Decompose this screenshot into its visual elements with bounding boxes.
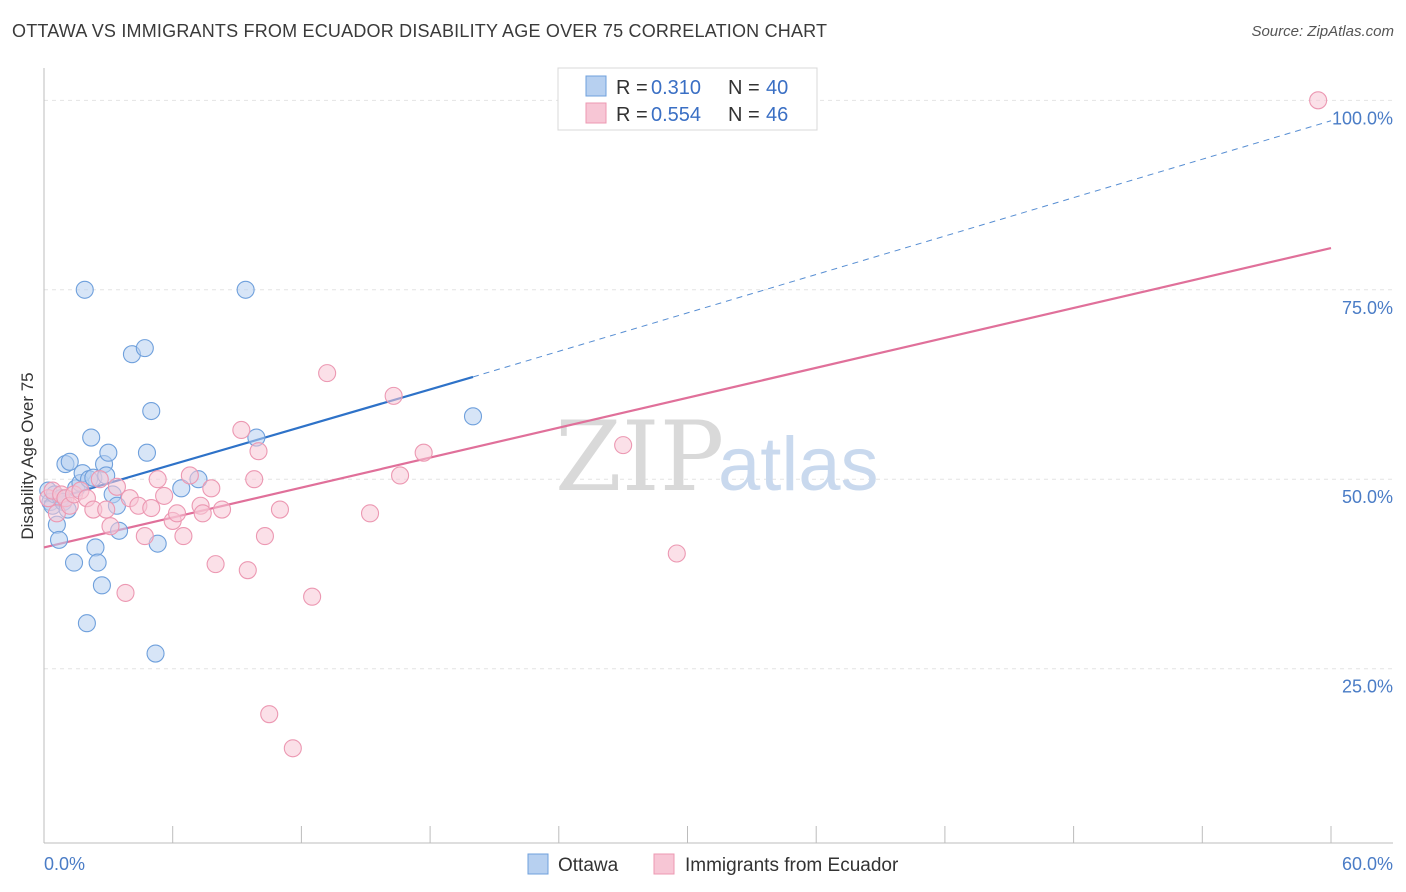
point-series-1-43 <box>414 443 433 462</box>
point-series-0-16 <box>77 614 96 633</box>
point-series-0-39 <box>463 407 483 426</box>
legend-n-value-ecuador: 46 <box>766 104 788 126</box>
point-series-1-18 <box>142 498 161 518</box>
legend-n-value-ottawa: 40 <box>766 77 788 99</box>
legend-r-label-ecuador: R = <box>616 104 648 126</box>
watermark: ZIP atlas <box>555 401 879 513</box>
point-series-0-33 <box>146 644 165 663</box>
point-series-1-34 <box>255 527 274 546</box>
watermark-zip: ZIP <box>555 401 724 513</box>
grid-lines <box>44 99 1393 670</box>
point-series-1-11 <box>97 500 116 519</box>
point-series-0-5 <box>49 530 69 549</box>
legend-r-value-ecuador: 0.554 <box>651 104 701 126</box>
point-series-0-32 <box>142 401 161 421</box>
legend-n-label-ottawa: N = <box>728 77 760 99</box>
stats-legend: R = 0.310 N = 40 R = 0.554 N = 46 <box>557 67 818 131</box>
y-tick-label-100: 100.0% <box>1332 108 1393 128</box>
legend-swatch-ecuador <box>585 102 607 124</box>
bottom-legend-swatch-ecuador <box>653 853 675 875</box>
point-series-0-10 <box>60 452 79 471</box>
point-series-1-19 <box>148 470 167 489</box>
point-series-1-39 <box>318 364 337 383</box>
point-series-1-20 <box>155 486 174 505</box>
y-tick-labels: 25.0% 50.0% 75.0% 100.0% <box>1332 108 1393 696</box>
point-series-1-17 <box>135 527 154 546</box>
point-series-1-10 <box>90 470 109 489</box>
bottom-legend-swatch-ottawa <box>527 853 549 875</box>
chart-title: OTTAWA VS IMMIGRANTS FROM ECUADOR DISABI… <box>12 21 828 41</box>
point-series-0-21 <box>88 553 107 572</box>
trend-extension-series-0 <box>472 120 1332 378</box>
point-series-1-32 <box>245 470 264 489</box>
y-tick-label-25: 25.0% <box>1342 677 1393 697</box>
bottom-legend-label-ottawa: Ottawa <box>558 855 619 876</box>
bottom-legend-label-ecuador: Immigrants from Ecuador <box>685 855 899 876</box>
point-series-1-28 <box>206 555 225 574</box>
point-series-0-37 <box>236 280 255 299</box>
point-series-1-41 <box>384 386 403 405</box>
data-points <box>39 91 1328 758</box>
legend-r-label-ottawa: R = <box>616 77 648 99</box>
point-series-1-38 <box>303 587 322 606</box>
legend-swatch-ottawa <box>585 75 607 97</box>
point-series-1-46 <box>1309 91 1328 110</box>
y-axis-label: Disability Age Over 75 <box>18 372 37 539</box>
point-series-1-26 <box>193 504 212 523</box>
point-series-0-18 <box>82 428 101 447</box>
watermark-atlas: atlas <box>718 422 879 507</box>
point-series-0-11 <box>64 553 84 572</box>
point-series-1-29 <box>212 500 232 519</box>
point-series-1-36 <box>270 500 290 519</box>
point-series-1-45 <box>667 544 686 563</box>
point-series-1-14 <box>116 583 135 602</box>
x-tick-label-min: 0.0% <box>44 854 85 874</box>
source-label: Source: ZipAtlas.com <box>1251 23 1394 40</box>
point-series-1-24 <box>180 466 199 485</box>
legend-r-value-ottawa: 0.310 <box>651 77 701 99</box>
point-series-0-25 <box>99 443 118 462</box>
point-series-0-30 <box>135 339 154 358</box>
point-series-1-40 <box>360 504 380 523</box>
point-series-1-44 <box>614 436 633 455</box>
point-series-1-37 <box>283 739 302 758</box>
point-series-1-13 <box>107 477 126 496</box>
point-series-1-22 <box>167 504 187 523</box>
point-series-1-30 <box>232 420 251 440</box>
point-series-1-31 <box>238 561 257 580</box>
point-series-0-15 <box>75 280 94 299</box>
point-series-0-35 <box>172 479 191 498</box>
point-series-0-22 <box>92 576 111 595</box>
point-series-1-35 <box>260 705 279 724</box>
legend-n-label-ecuador: N = <box>728 104 760 126</box>
y-tick-label-50: 50.0% <box>1342 487 1393 507</box>
point-series-1-27 <box>202 479 221 498</box>
x-tick-label-max: 60.0% <box>1342 854 1393 874</box>
point-series-0-31 <box>137 443 157 462</box>
point-series-1-42 <box>391 466 410 485</box>
y-tick-label-75: 75.0% <box>1342 298 1393 318</box>
point-series-1-12 <box>101 517 120 536</box>
point-series-1-33 <box>249 442 268 461</box>
point-series-0-20 <box>86 538 105 557</box>
x-tick-labels: 0.0% 60.0% <box>44 854 1393 874</box>
trend-line-series-1 <box>43 247 1332 549</box>
bottom-legend: Ottawa Immigrants from Ecuador <box>527 853 899 876</box>
point-series-1-23 <box>174 527 193 546</box>
axes <box>43 68 1393 844</box>
